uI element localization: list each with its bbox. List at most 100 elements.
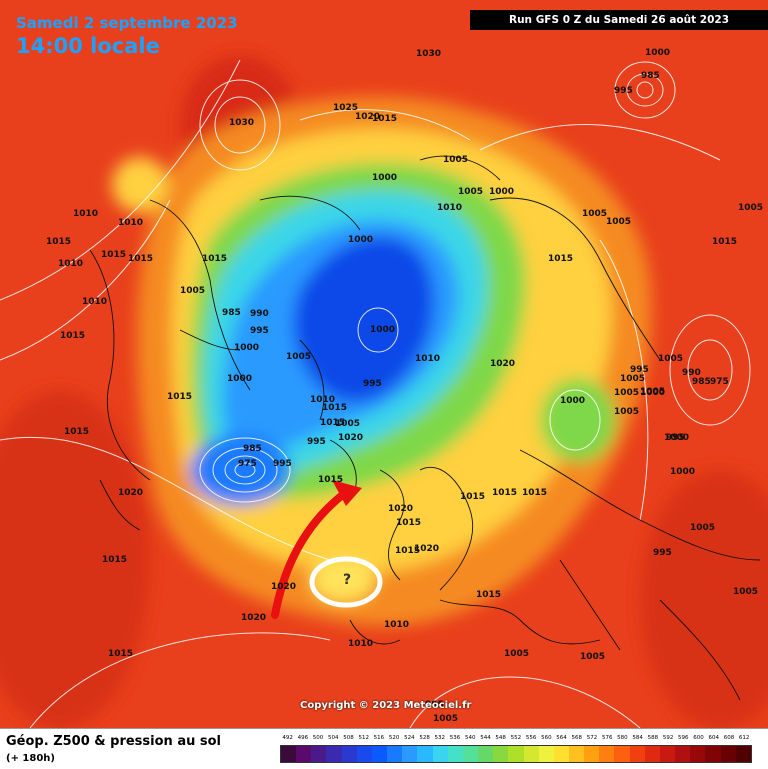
legend-tick-label: 508 bbox=[343, 735, 354, 741]
pressure-label: 1015 bbox=[108, 649, 134, 659]
legend-swatch bbox=[690, 746, 706, 762]
legend-tick-label: 544 bbox=[480, 735, 491, 741]
legend-swatch bbox=[371, 746, 388, 762]
legend-tick-label: 604 bbox=[708, 735, 719, 741]
pressure-label: 1015 bbox=[167, 392, 193, 402]
legend-tick-label: 600 bbox=[693, 735, 704, 741]
pressure-label: 995 bbox=[250, 326, 269, 336]
pressure-label: 990 bbox=[250, 309, 269, 319]
pressure-label: 995 bbox=[666, 433, 685, 443]
pressure-label: 1005 bbox=[286, 352, 312, 362]
pressure-label: 1005 bbox=[606, 217, 632, 227]
legend-swatch bbox=[599, 746, 615, 762]
pressure-label: 995 bbox=[363, 379, 382, 389]
pressure-label: 1015 bbox=[202, 254, 228, 264]
legend-swatch bbox=[387, 746, 403, 762]
pressure-label: 1015 bbox=[322, 403, 348, 413]
pressure-label: 1015 bbox=[712, 237, 738, 247]
pressure-label: 1005 bbox=[614, 407, 640, 417]
legend-swatch bbox=[432, 746, 448, 762]
legend-tick-label: 520 bbox=[388, 735, 400, 741]
pressure-label: 985 bbox=[243, 444, 262, 454]
color-scale: 492 496 500 504 508 512 516 520 524 528 532 536 540 5… bbox=[280, 735, 752, 763]
pressure-label: 1010 bbox=[415, 354, 441, 364]
pressure-label: 995 bbox=[614, 86, 633, 96]
pressure-label: 1010 bbox=[437, 203, 463, 213]
pressure-label: 1015 bbox=[476, 590, 502, 600]
pressure-label: 1020 bbox=[490, 359, 516, 369]
pressure-label: 1015 bbox=[64, 427, 90, 437]
legend-swatch bbox=[296, 746, 312, 762]
legend-tick-label: 500 bbox=[312, 735, 324, 741]
pressure-label: 1015 bbox=[128, 254, 154, 264]
legend-tick-label: 560 bbox=[541, 735, 552, 741]
pressure-label: 1010 bbox=[58, 259, 84, 269]
pressure-label: 1015 bbox=[102, 555, 128, 565]
pressure-label: 1000 bbox=[370, 325, 396, 335]
pressure-label: 1020 bbox=[388, 504, 414, 514]
legend-swatch bbox=[493, 746, 509, 762]
legend-tick-label: 564 bbox=[556, 735, 567, 741]
pressure-label: 1005 bbox=[614, 388, 640, 398]
legend-swatch bbox=[705, 746, 721, 762]
pressure-label: 975 bbox=[238, 459, 257, 469]
pressure-label: 1005 bbox=[458, 187, 484, 197]
pressure-label: 1000 bbox=[372, 173, 398, 183]
legend-swatch bbox=[568, 746, 585, 762]
pressure-label: 1000 bbox=[234, 343, 260, 353]
legend-swatch bbox=[478, 746, 494, 762]
pressure-label: 1000 bbox=[670, 467, 696, 477]
pressure-label: 1020 bbox=[118, 488, 144, 498]
pressure-label: 1005 bbox=[335, 419, 361, 429]
pressure-label: 1005 bbox=[738, 203, 764, 213]
legend-swatch bbox=[447, 746, 463, 762]
pressure-label: 1015 bbox=[60, 331, 86, 341]
pressure-label: 1005 bbox=[580, 652, 606, 662]
legend-tick-label: 568 bbox=[571, 735, 583, 741]
pressure-label: 1025 bbox=[333, 103, 359, 113]
legend-tick-label: 532 bbox=[434, 735, 446, 741]
pressure-label: 1005 bbox=[443, 155, 469, 165]
pressure-label: 1010 bbox=[82, 297, 108, 307]
legend-swatch bbox=[356, 746, 372, 762]
pressure-label: 1030 bbox=[416, 49, 442, 59]
legend-tick-label: 612 bbox=[738, 735, 750, 741]
pressure-label: 995 bbox=[653, 548, 672, 558]
map-canvas bbox=[0, 55, 768, 728]
legend-tick-label: 528 bbox=[419, 735, 430, 741]
pressure-label: 1005 bbox=[582, 209, 608, 219]
legend-swatch bbox=[341, 746, 357, 762]
legend-tick-label: 576 bbox=[601, 735, 613, 741]
legend-tick-label: 512 bbox=[358, 735, 369, 741]
pressure-label: 995 bbox=[425, 700, 444, 710]
copyright-text: Copyright © 2023 Meteociel.fr bbox=[300, 700, 472, 711]
legend-swatch bbox=[538, 746, 554, 762]
pressure-label: 1005 bbox=[504, 649, 530, 659]
legend-tick-label: 496 bbox=[297, 735, 309, 741]
pressure-label: 1020 bbox=[241, 613, 267, 623]
pressure-label: 990 bbox=[682, 368, 701, 378]
legend-swatch bbox=[553, 746, 569, 762]
annotation-circle bbox=[309, 556, 383, 608]
pressure-label: 1010 bbox=[310, 395, 336, 405]
legend-tick-label: 580 bbox=[617, 735, 628, 741]
pressure-label: 985 bbox=[222, 308, 241, 318]
legend-swatch bbox=[462, 746, 479, 762]
pressure-label: 1015 bbox=[320, 418, 346, 428]
pressure-label: 1000 bbox=[640, 388, 666, 398]
legend-swatch bbox=[584, 746, 600, 762]
legend-tick-label: 572 bbox=[586, 735, 598, 741]
pressure-label: 1000 bbox=[645, 48, 671, 58]
legend-swatch bbox=[281, 746, 297, 762]
legend-swatch bbox=[402, 746, 418, 762]
color-scale-ticks: 492 496 500 504 508 512 516 520 524 528 532 536 540 5… bbox=[280, 735, 752, 745]
pressure-label: 1010 bbox=[348, 639, 374, 649]
legend-footer: Géop. Z500 & pression au sol (+ 180h) 49… bbox=[0, 728, 768, 769]
pressure-label: 1005 bbox=[690, 523, 716, 533]
annotation-arrow bbox=[271, 489, 349, 619]
pressure-label: 1005 bbox=[433, 714, 459, 724]
legend-title: Géop. Z500 & pression au sol bbox=[6, 734, 221, 749]
legend-tick-label: 524 bbox=[404, 735, 415, 741]
pressure-label: 1000 bbox=[489, 187, 515, 197]
legend-tick-label: 548 bbox=[495, 735, 506, 741]
